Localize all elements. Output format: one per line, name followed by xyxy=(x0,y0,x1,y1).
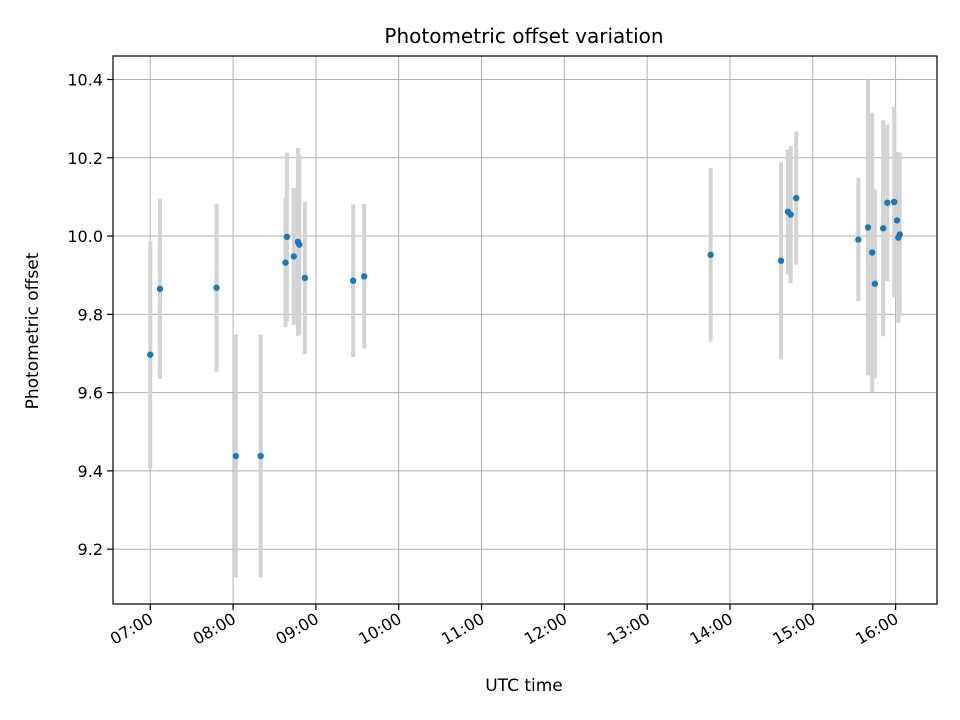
data-point xyxy=(283,233,291,241)
chart-title: Photometric offset variation xyxy=(384,24,663,48)
plot-frame xyxy=(112,55,938,605)
data-point xyxy=(213,284,220,291)
axis-ticks: 07:00 08:00 09:00 10:00 11:00 12:00 13:00 14:00… xyxy=(67,70,901,648)
x-tick-label: 10:00 xyxy=(355,609,404,649)
data-point xyxy=(232,452,240,460)
data-point xyxy=(868,249,876,256)
data-point xyxy=(257,452,264,460)
data-point xyxy=(282,259,289,266)
data-point xyxy=(301,274,309,282)
y-tick-label: 10.0 xyxy=(67,227,103,246)
data-point xyxy=(707,251,714,259)
data-point xyxy=(361,273,368,280)
x-axis-label: UTC time xyxy=(485,676,563,696)
data-point xyxy=(147,351,154,358)
data-point xyxy=(855,236,862,243)
y-tick-label: 10.2 xyxy=(67,149,103,168)
x-tick-label: 16:00 xyxy=(852,609,901,649)
data-point xyxy=(156,285,164,293)
data-points xyxy=(147,194,903,460)
data-point xyxy=(893,217,901,224)
data-point xyxy=(296,241,303,248)
data-point xyxy=(777,257,785,264)
y-axis-label: Photometric offset xyxy=(23,252,43,409)
error-bars xyxy=(148,79,902,578)
data-point xyxy=(884,199,891,206)
y-tick-label: 9.8 xyxy=(78,305,103,324)
data-point xyxy=(787,211,794,218)
x-tick-label: 09:00 xyxy=(272,609,321,649)
x-tick-label: 14:00 xyxy=(687,609,736,649)
data-point xyxy=(896,231,903,238)
y-tick-label: 9.6 xyxy=(78,384,103,403)
x-tick-label: 08:00 xyxy=(190,609,239,649)
y-tick-label: 10.4 xyxy=(67,70,103,89)
y-tick-label: 9.4 xyxy=(78,462,103,481)
data-point xyxy=(871,280,879,288)
x-tick-label: 12:00 xyxy=(521,609,570,649)
data-point xyxy=(864,224,872,231)
x-tick-label: 15:00 xyxy=(769,609,818,649)
data-point xyxy=(891,198,898,206)
grid xyxy=(113,56,937,604)
x-tick-label: 11:00 xyxy=(438,609,487,649)
data-point xyxy=(879,225,887,232)
data-point xyxy=(793,194,800,202)
data-point xyxy=(290,253,298,260)
y-tick-label: 9.2 xyxy=(78,540,103,559)
x-tick-label: 07:00 xyxy=(107,609,156,649)
x-tick-label: 13:00 xyxy=(604,609,653,649)
data-point xyxy=(349,277,357,284)
